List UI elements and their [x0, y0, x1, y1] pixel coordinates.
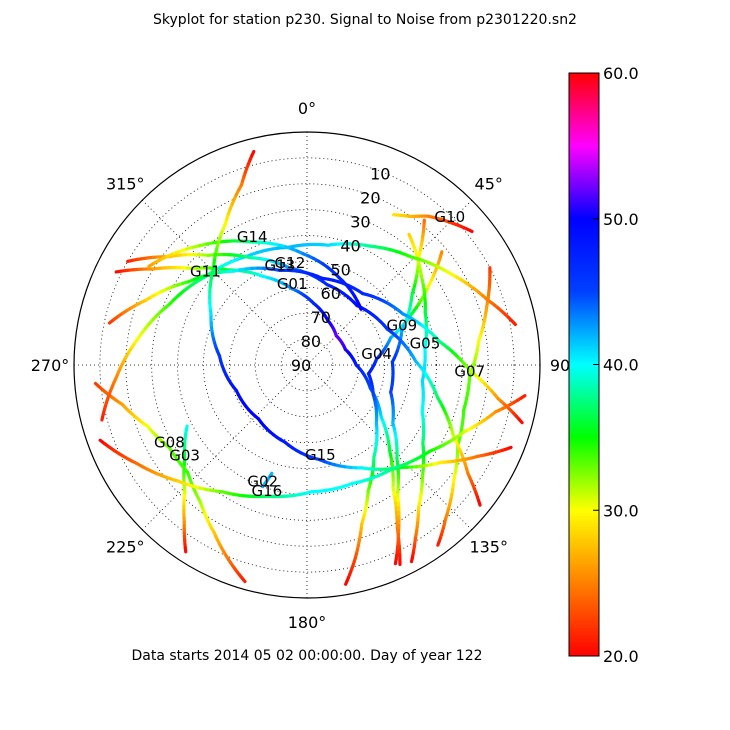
satellite-track-g03	[182, 424, 189, 554]
satellite-label: G16	[252, 482, 283, 500]
satellite-track-g01	[114, 266, 402, 567]
elevation-tick-label: 50	[330, 260, 350, 279]
colorbar-tick-label: 20.0	[603, 647, 639, 666]
azimuth-tick-labels: 0°45°90°135°180°225°270°315°	[31, 99, 578, 632]
satellite-label: G08	[154, 434, 185, 452]
track-segment	[241, 577, 247, 584]
satellite-label: G09	[387, 316, 418, 334]
azimuth-tick-label: 180°	[288, 613, 327, 632]
satellite-track-g02	[261, 471, 274, 489]
colorbar-tick-label: 40.0	[603, 356, 639, 375]
satellite-tracks	[93, 149, 527, 586]
satellite-label: G13	[265, 256, 296, 274]
satellite-label: G05	[410, 334, 441, 352]
satellite-label: G03	[169, 447, 200, 465]
satellite-track-g13	[107, 266, 524, 425]
elevation-ring	[254, 312, 360, 418]
satellite-track-g09	[389, 218, 426, 566]
track-segment	[436, 540, 441, 547]
track-segment	[269, 471, 274, 477]
elevation-ring	[280, 338, 334, 392]
azimuth-tick-label: 0°	[298, 99, 316, 118]
azimuth-spoke	[141, 364, 308, 531]
satellite-track-g11	[100, 242, 517, 422]
elevation-tick-label: 70	[311, 308, 331, 327]
colorbar-tick-label: 50.0	[603, 210, 639, 229]
satellite-label: G01	[277, 275, 308, 293]
elevation-tick-label: 90	[291, 356, 311, 375]
elevation-tick-label: 80	[301, 332, 321, 351]
track-segment	[357, 303, 363, 311]
satellite-label: G15	[305, 446, 336, 464]
azimuth-tick-label: 135°	[469, 538, 508, 557]
track-segment	[519, 394, 527, 400]
elevation-ring	[151, 209, 463, 521]
azimuth-tick-label: 225°	[106, 538, 145, 557]
track-segment	[510, 319, 517, 327]
satellite-label: G12	[275, 254, 306, 272]
track-segment	[477, 499, 482, 507]
elevation-ring	[203, 261, 411, 469]
elevation-tick-labels: 10 20 30 40 50 60 70 80 90	[291, 165, 391, 375]
azimuth-tick-label: 270°	[31, 356, 70, 375]
azimuth-tick-label: 45°	[475, 174, 503, 193]
track-segment	[250, 149, 256, 158]
elevation-ring	[177, 235, 437, 495]
elevation-tick-label: 10	[370, 165, 390, 184]
polar-grid	[73, 131, 541, 599]
colorbar: 20.0 30.0 40.0 50.0 60.0	[568, 64, 639, 666]
satellite-track-g15	[208, 149, 513, 471]
elevation-ring	[228, 286, 386, 444]
satellite-track-g07	[436, 266, 492, 547]
elevation-tick-label: 30	[350, 212, 370, 231]
chart-footer: Data starts 2014 05 02 00:00:00. Day of …	[131, 648, 483, 664]
elevation-ring	[125, 183, 489, 547]
satellite-label: G04	[361, 345, 392, 363]
satellite-track-g16	[98, 394, 527, 499]
elevation-tick-label: 20	[360, 189, 380, 208]
satellite-track-g10	[392, 213, 474, 234]
azimuth-spoke	[141, 199, 308, 366]
colorbar-tick-label: 30.0	[603, 501, 639, 520]
satellite-track-g05	[407, 232, 429, 564]
colorbar-tick-label: 60.0	[603, 64, 639, 83]
satellite-label: G10	[434, 208, 465, 226]
elevation-tick-label: 40	[340, 236, 360, 255]
track-segment	[517, 417, 524, 425]
satellite-label: G14	[237, 228, 268, 246]
elevation-tick-label: 60	[321, 284, 341, 303]
satellite-track-g04	[344, 250, 444, 586]
track-segment	[393, 557, 398, 566]
satellite-label: G07	[454, 362, 485, 380]
satellite-label: G02	[247, 473, 278, 491]
satellite-track-g14	[147, 239, 363, 311]
track-segment	[344, 579, 349, 586]
track-segment	[409, 557, 414, 564]
azimuth-tick-label: 315°	[106, 174, 145, 193]
azimuth-spoke	[306, 199, 473, 366]
elevation-ring	[99, 157, 515, 573]
chart-title: Skyplot for station p230. Signal to Nois…	[153, 12, 577, 28]
satellite-label: G11	[190, 263, 221, 281]
